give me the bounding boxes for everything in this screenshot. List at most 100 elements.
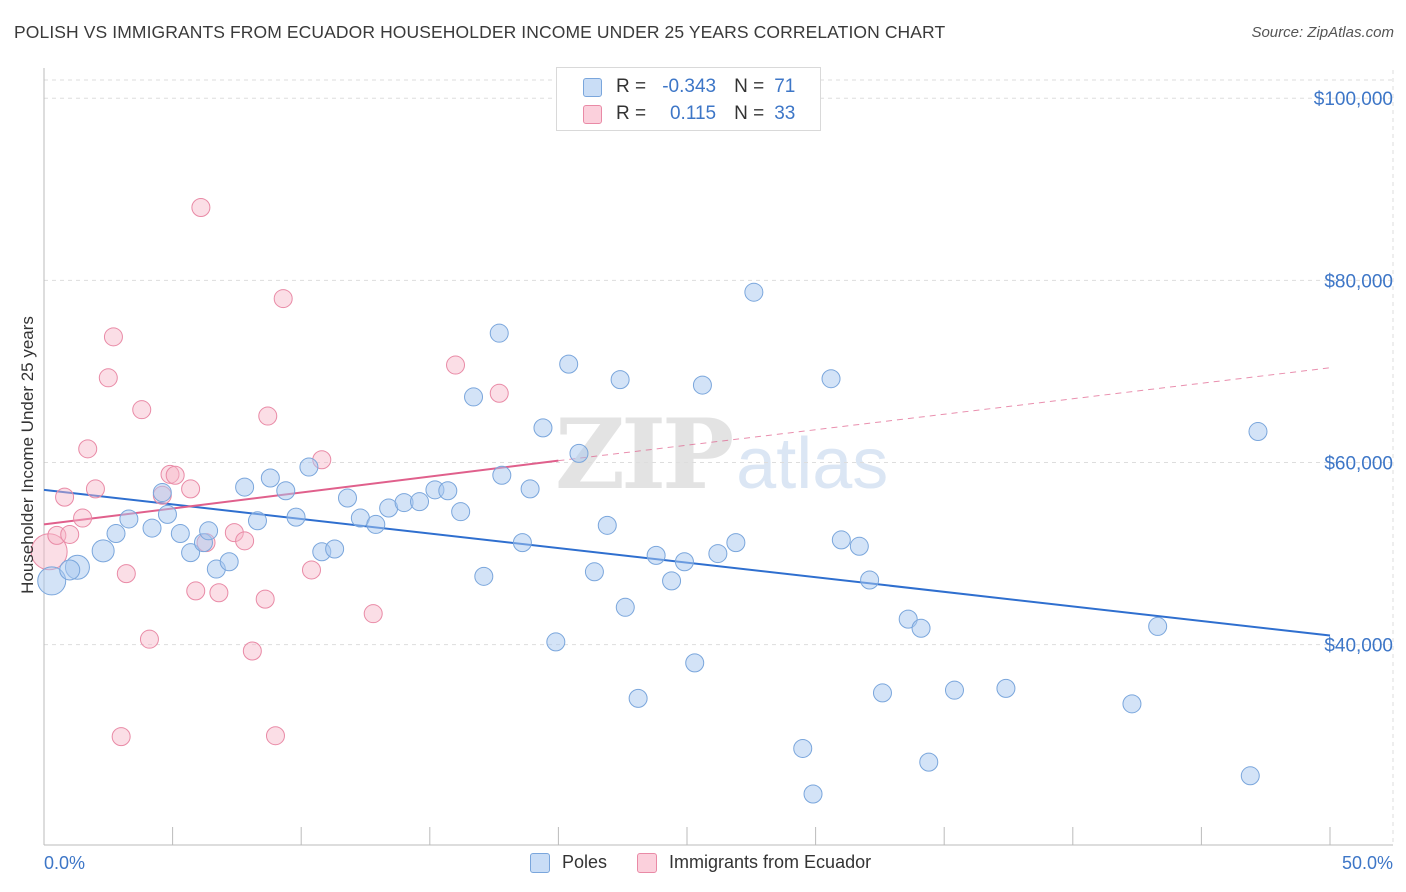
legend-swatch-ecuador	[583, 104, 602, 124]
ecuador-point	[301, 560, 321, 580]
poles-point	[708, 544, 728, 564]
ecuador-point	[139, 629, 159, 649]
poles-point	[615, 597, 635, 617]
ecuador-point	[103, 327, 123, 347]
poles-point	[299, 457, 319, 477]
poles-point	[692, 375, 712, 395]
poles-point	[1248, 422, 1268, 442]
poles-point	[610, 370, 630, 390]
poles-point	[489, 323, 509, 343]
legend-r-value: -0.343	[662, 76, 717, 97]
poles-point	[1122, 694, 1142, 714]
poles-point	[464, 387, 484, 407]
ecuador-point	[273, 289, 293, 309]
poles-point	[803, 784, 823, 804]
y-tick-labels: $40,000 $60,000 $80,000 $100,000	[1314, 89, 1393, 656]
bottom-legend-ecuador: Immigrants from Ecuador	[637, 852, 871, 873]
poles-point	[91, 539, 115, 563]
ecuador-point	[191, 198, 211, 217]
poles-point	[286, 507, 306, 527]
poles-point	[646, 545, 666, 565]
ecuador-point	[78, 439, 98, 459]
poles-point	[520, 479, 540, 499]
poles-point	[911, 618, 931, 638]
poles-point	[1148, 616, 1168, 636]
poles-points	[37, 282, 1268, 804]
poles-point	[181, 543, 201, 563]
legend-n-label: N =	[734, 103, 765, 124]
legend-n-value: 33	[774, 103, 796, 124]
legend-row-ecuador: R = 0.115 N = 33	[583, 101, 795, 127]
ecuador-point	[165, 465, 185, 485]
y-tick-label: $40,000	[1324, 636, 1393, 657]
x-tick-label-end: 50.0%	[1342, 853, 1393, 873]
poles-point	[451, 502, 471, 522]
legend-r-label: R =	[616, 103, 647, 124]
poles-point	[919, 752, 939, 772]
poles-point	[674, 552, 694, 572]
trend-lines	[43, 367, 1331, 637]
bottom-legend: Poles Immigrants from Ecuador	[530, 852, 901, 873]
poles-point	[474, 566, 494, 586]
ecuador-point	[132, 400, 152, 420]
poles-point	[533, 418, 553, 438]
poles-point	[597, 515, 617, 535]
poles-point	[492, 465, 512, 485]
ecuador-point	[265, 726, 285, 746]
poles-point	[996, 678, 1016, 698]
ecuador-point	[116, 564, 136, 584]
ecuador-point	[209, 583, 229, 603]
poles-point	[628, 688, 648, 708]
poles-point	[898, 609, 918, 629]
poles-point	[170, 524, 190, 544]
poles-point	[744, 282, 764, 302]
ecuador-point	[181, 479, 201, 499]
legend-n-value: 71	[774, 76, 796, 97]
ecuador-point	[255, 589, 275, 609]
poles-point	[860, 570, 880, 590]
y-axis-label: Householder Income Under 25 years	[18, 316, 37, 594]
poles-point	[584, 562, 604, 582]
bottom-legend-label-ecuador: Immigrants from Ecuador	[669, 852, 872, 872]
ecuador-point	[446, 355, 466, 375]
ecuador-points	[30, 198, 509, 747]
poles-point	[944, 680, 964, 700]
y-tick-label: $100,000	[1314, 89, 1393, 110]
poles-point	[512, 533, 532, 553]
poles-point	[726, 533, 746, 553]
poles-point	[831, 530, 851, 550]
y-tick-label: $60,000	[1324, 454, 1393, 475]
bottom-legend-swatch-poles	[530, 852, 550, 873]
ecuador-point	[160, 464, 180, 484]
poles-point	[152, 483, 172, 503]
x-tick-label-start: 0.0%	[44, 853, 85, 873]
poles-point	[685, 653, 705, 673]
poles-point	[569, 443, 589, 463]
bottom-legend-label-poles: Poles	[562, 852, 608, 872]
poles-point	[821, 369, 841, 389]
ecuador-point	[60, 524, 80, 544]
ecuador-point	[363, 604, 383, 624]
poles-point	[119, 509, 139, 529]
poles-point	[106, 524, 126, 544]
axes	[43, 68, 1393, 846]
poles-point	[337, 488, 357, 508]
ecuador-point	[242, 641, 262, 661]
poles-point	[662, 571, 682, 591]
legend-row-poles: R = -0.343 N = 71	[583, 74, 795, 100]
poles-point	[559, 354, 579, 374]
ecuador-point	[98, 368, 118, 388]
ecuador-point	[55, 487, 75, 507]
poles-point	[235, 477, 255, 497]
source-credit: Source: ZipAtlas.com	[1251, 24, 1394, 41]
ecuador-point	[258, 406, 278, 426]
legend: R = -0.343 N = 71 R = 0.115 N = 33	[556, 67, 821, 131]
poles-point	[438, 481, 458, 501]
poles-point	[142, 518, 162, 538]
poles-point	[325, 539, 345, 559]
poles-point	[410, 492, 430, 512]
ecuador-point	[85, 479, 105, 499]
poles-point	[247, 511, 267, 531]
poles-point	[59, 559, 81, 581]
y-tick-label: $80,000	[1324, 271, 1393, 292]
